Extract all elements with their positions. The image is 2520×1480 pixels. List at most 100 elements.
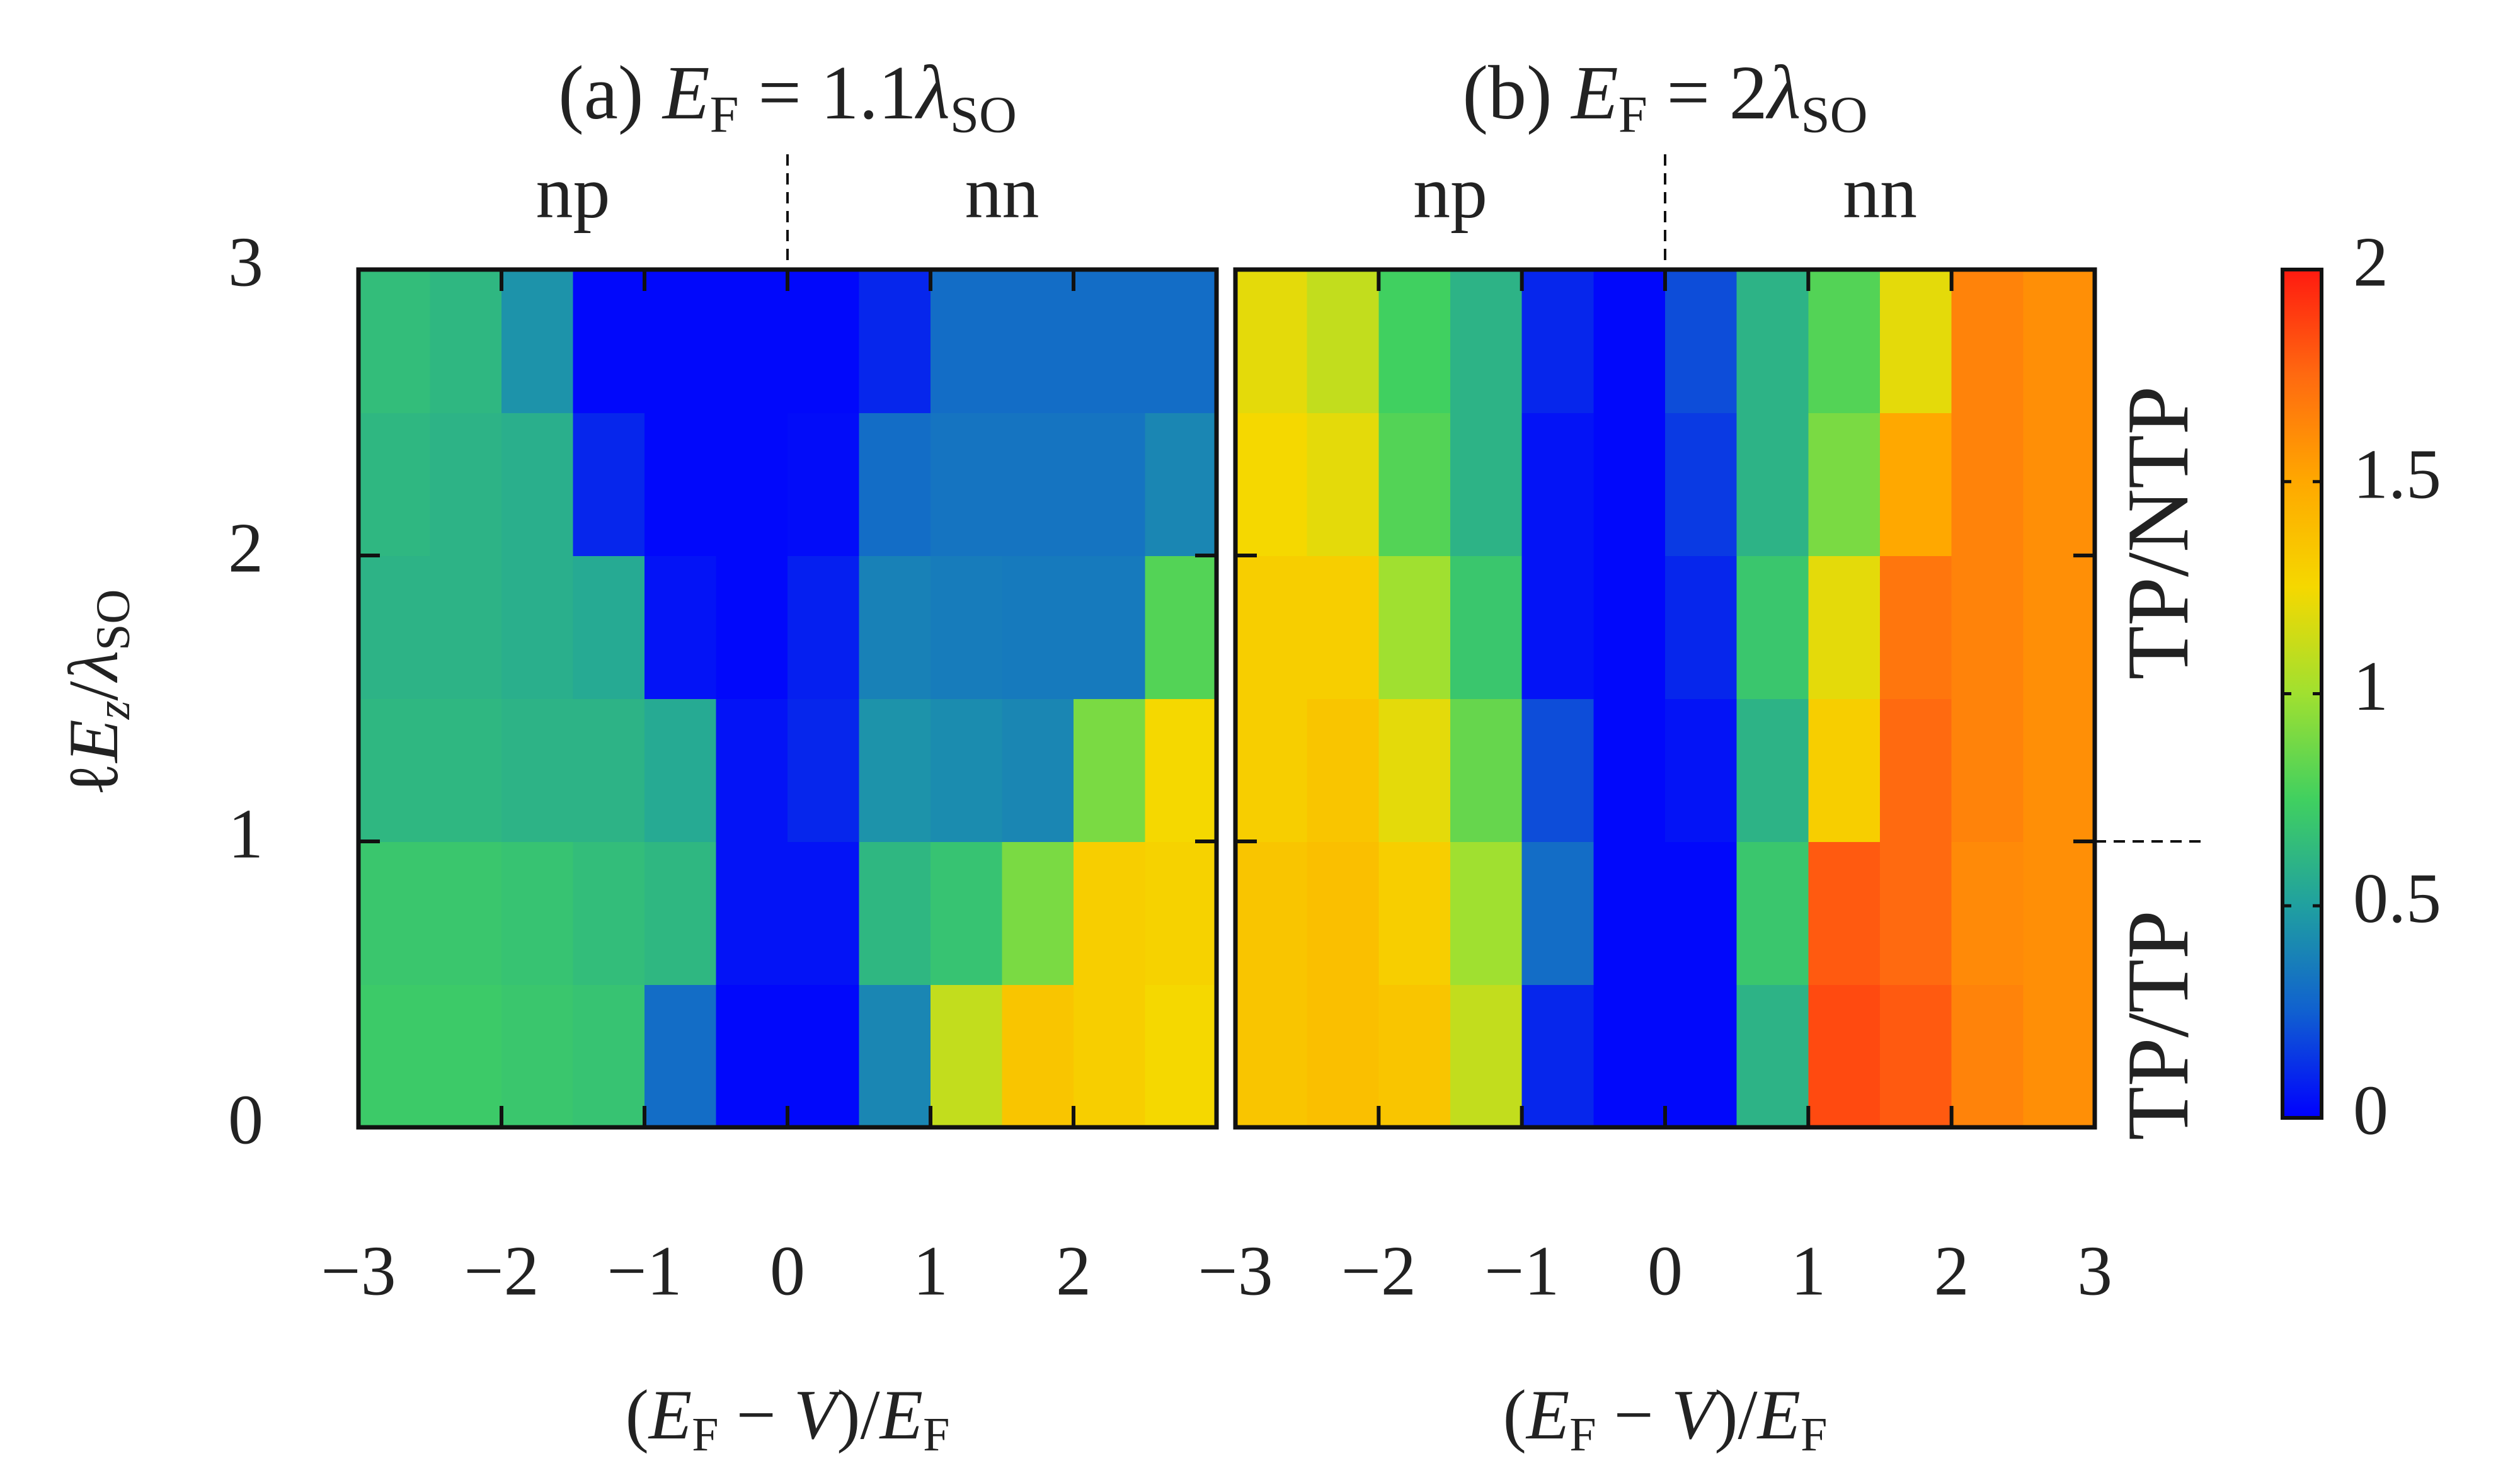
- heatmap-cell: [1951, 555, 2024, 699]
- colorbar-tick-label: 1: [2353, 647, 2388, 726]
- heatmap-cell: [931, 413, 1003, 556]
- heatmap-cell: [1074, 698, 1146, 842]
- heatmap-cell: [1002, 698, 1074, 842]
- heatmap-cell: [716, 270, 788, 413]
- heatmap-cell: [1665, 270, 1738, 413]
- x-tick-label: −2: [464, 1232, 539, 1311]
- heatmap-cell: [1074, 413, 1146, 556]
- heatmap-cell: [1808, 984, 1881, 1128]
- heatmap-cell: [1002, 841, 1074, 985]
- heatmap-cell: [1378, 984, 1451, 1128]
- heatmap-cell: [1307, 841, 1380, 985]
- heatmap-cell: [1235, 698, 1308, 842]
- heatmap-cell: [1450, 413, 1523, 556]
- heatmap-cell: [931, 555, 1003, 699]
- heatmap-cell: [358, 413, 431, 556]
- heatmap-cell: [1145, 555, 1217, 699]
- heatmap-cell: [501, 698, 574, 842]
- heatmap-cell: [859, 555, 931, 699]
- heatmap-cell: [1145, 841, 1217, 985]
- heatmap-cell: [716, 698, 788, 842]
- heatmap-cell: [1665, 413, 1738, 556]
- heatmap-cell: [1307, 984, 1380, 1128]
- heatmap-cell: [1002, 413, 1074, 556]
- heatmap-cell: [859, 698, 931, 842]
- heatmap-cell: [716, 413, 788, 556]
- heatmap-cell: [2023, 841, 2095, 985]
- label-run: ℓ: [55, 763, 133, 797]
- heatmap-cell: [1450, 841, 1523, 985]
- heatmap-cell: [716, 555, 788, 699]
- colorbar-tick-label: 1.5: [2353, 435, 2441, 513]
- label: (a) EF = 1.1λSO: [558, 50, 1017, 144]
- label: ℓEz/λSO: [55, 589, 140, 797]
- heatmap-cell: [573, 841, 645, 985]
- label: (EF − V)/EF: [626, 1376, 950, 1462]
- heatmap-cell: [859, 984, 931, 1128]
- heatmap-cell: [1521, 841, 1595, 985]
- heatmap-cell: [1450, 698, 1523, 842]
- heatmap-cell: [1736, 698, 1809, 842]
- heatmap-cell: [1593, 984, 1666, 1128]
- label-run: E: [1525, 1376, 1569, 1454]
- heatmap-cell: [1378, 555, 1451, 699]
- heatmap-cell: [501, 984, 574, 1128]
- heatmap-cell: [1378, 413, 1451, 556]
- heatmap-cell: [1002, 270, 1074, 413]
- x-tick-label: −3: [1198, 1232, 1273, 1311]
- label-run: F: [1618, 86, 1647, 144]
- heatmap-cell: [1951, 413, 2024, 556]
- heatmap-cell: [1307, 413, 1380, 556]
- label-run: (: [1503, 1376, 1526, 1454]
- heatmap-cell: [1307, 698, 1380, 842]
- heatmap-cell: [1521, 698, 1595, 842]
- heatmap-cell: [859, 413, 931, 556]
- label-run: F: [1569, 1408, 1596, 1461]
- heatmap-cell: [1808, 841, 1881, 985]
- heatmap-cell: [501, 413, 574, 556]
- heatmap-cell: [1880, 270, 1952, 413]
- label-run: (: [626, 1376, 649, 1454]
- heatmap-cell: [430, 270, 502, 413]
- heatmap-cell: [1593, 270, 1666, 413]
- heatmap-cell: [573, 555, 645, 699]
- heatmap-cell: [1736, 984, 1809, 1128]
- x-tick-label: 2: [1056, 1232, 1091, 1311]
- heatmap-cell: [430, 984, 502, 1128]
- heatmap-cell: [931, 270, 1003, 413]
- heatmap-cell: [931, 841, 1003, 985]
- heatmap-cell: [716, 984, 788, 1128]
- label-run: /: [55, 681, 133, 701]
- heatmap-cell: [644, 270, 717, 413]
- heatmap-cell: [1235, 841, 1308, 985]
- x-tick-label: 1: [1790, 1232, 1826, 1311]
- label-run: SO: [950, 86, 1017, 144]
- heatmap-cell: [1450, 555, 1523, 699]
- heatmap-cell: [1736, 555, 1809, 699]
- heatmap-cell: [1145, 270, 1217, 413]
- heatmap-cell: [358, 984, 431, 1128]
- heatmap-cell: [1378, 841, 1451, 985]
- heatmap-cell: [1808, 698, 1881, 842]
- heatmap-cell: [501, 841, 574, 985]
- colorbar-tick-label: 0: [2353, 1072, 2388, 1150]
- heatmap-cell: [573, 698, 645, 842]
- x-tick-label: −2: [1341, 1232, 1416, 1311]
- heatmap-cell: [716, 841, 788, 985]
- heatmap-cell: [573, 984, 645, 1128]
- label-run: λ: [55, 651, 133, 683]
- heatmap-cell: [788, 698, 860, 842]
- region-label: nn: [1843, 151, 1917, 234]
- heatmap-cell: [1521, 413, 1595, 556]
- region-label: nn: [965, 151, 1040, 234]
- heatmap-cell: [1145, 984, 1217, 1128]
- label-run: E: [648, 1376, 692, 1454]
- heatmap-cell: [1951, 841, 2024, 985]
- heatmap-cell: [1521, 555, 1595, 699]
- heatmap-cell: [1951, 984, 2024, 1128]
- label-run: F: [692, 1408, 718, 1461]
- heatmap-cell: [1880, 555, 1952, 699]
- heatmap-cell: [1808, 555, 1881, 699]
- heatmap-cell: [1521, 984, 1595, 1128]
- heatmap-cell: [1880, 984, 1952, 1128]
